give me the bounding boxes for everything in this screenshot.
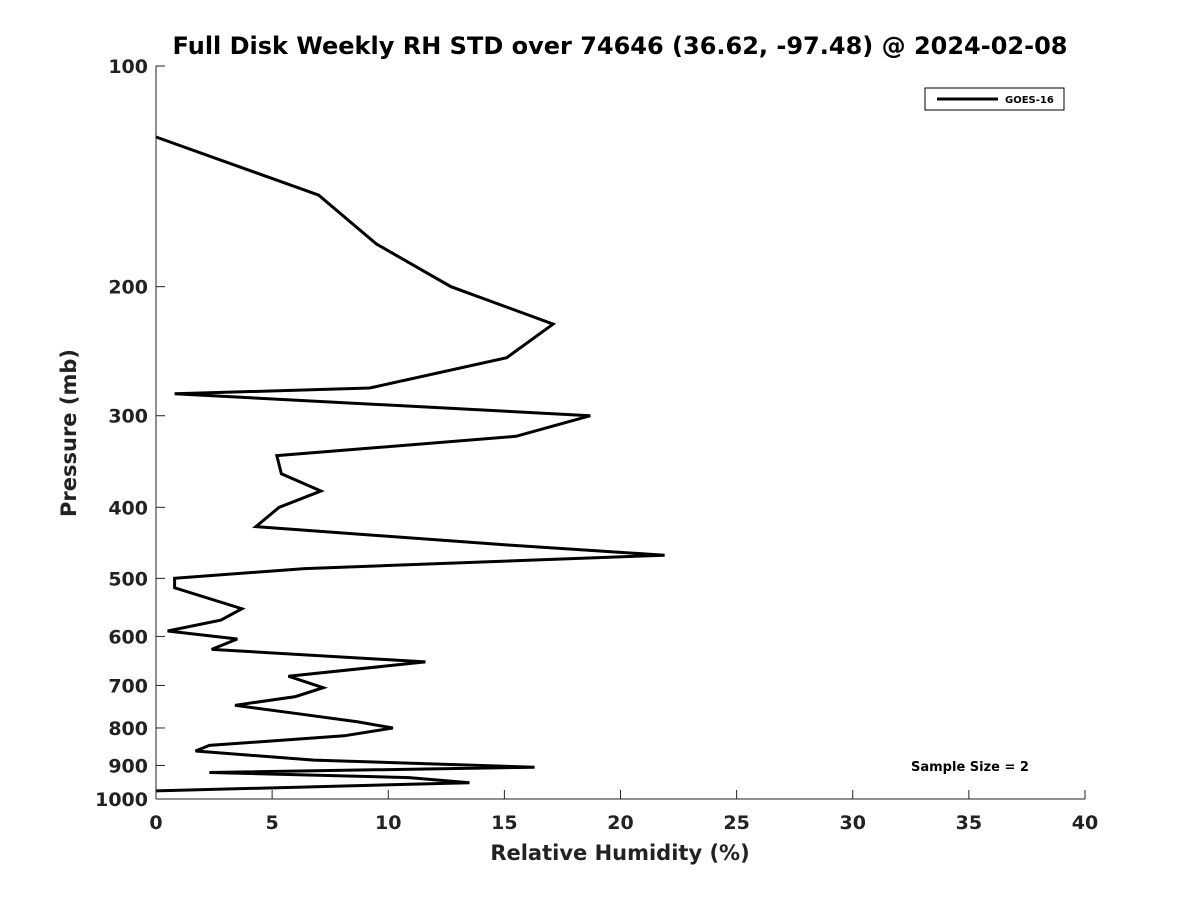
y-tick-label-200: 200 (108, 277, 148, 299)
y-axis: 100 200 300 400 500 600 700 800 900 1000 (95, 56, 165, 811)
y-tick-label-300: 300 (108, 406, 148, 428)
y-tick-label-1000: 1000 (95, 789, 148, 811)
x-tick-label-25: 25 (723, 812, 749, 834)
x-tick-label-0: 0 (149, 812, 162, 834)
x-tick-label-15: 15 (491, 812, 517, 834)
y-tick-label-100: 100 (108, 56, 148, 78)
series-line-goes-16 (155, 135, 665, 793)
x-tick-label-30: 30 (840, 812, 866, 834)
y-tick-label-800: 800 (108, 718, 148, 740)
x-tick-label-35: 35 (956, 812, 982, 834)
y-axis-label: Pressure (mb) (57, 349, 81, 517)
chart-title: Full Disk Weekly RH STD over 74646 (36.6… (173, 32, 1068, 60)
plot-area (155, 135, 665, 793)
y-tick-label-600: 600 (108, 626, 148, 648)
x-axis: 0 5 10 15 20 25 30 35 40 (149, 790, 1098, 834)
x-tick-label-20: 20 (607, 812, 633, 834)
x-tick-label-10: 10 (375, 812, 401, 834)
y-tick-label-400: 400 (108, 497, 148, 519)
sample-size-annotation: Sample Size = 2 (911, 760, 1029, 775)
x-tick-label-5: 5 (266, 812, 279, 834)
y-tick-label-900: 900 (108, 755, 148, 777)
x-axis-label: Relative Humidity (%) (490, 841, 749, 865)
y-tick-label-500: 500 (108, 568, 148, 590)
legend: GOES-16 (924, 87, 1065, 111)
legend-entry-goes-16: GOES-16 (1005, 95, 1054, 106)
y-tick-label-700: 700 (108, 675, 148, 697)
x-tick-label-40: 40 (1072, 812, 1098, 834)
